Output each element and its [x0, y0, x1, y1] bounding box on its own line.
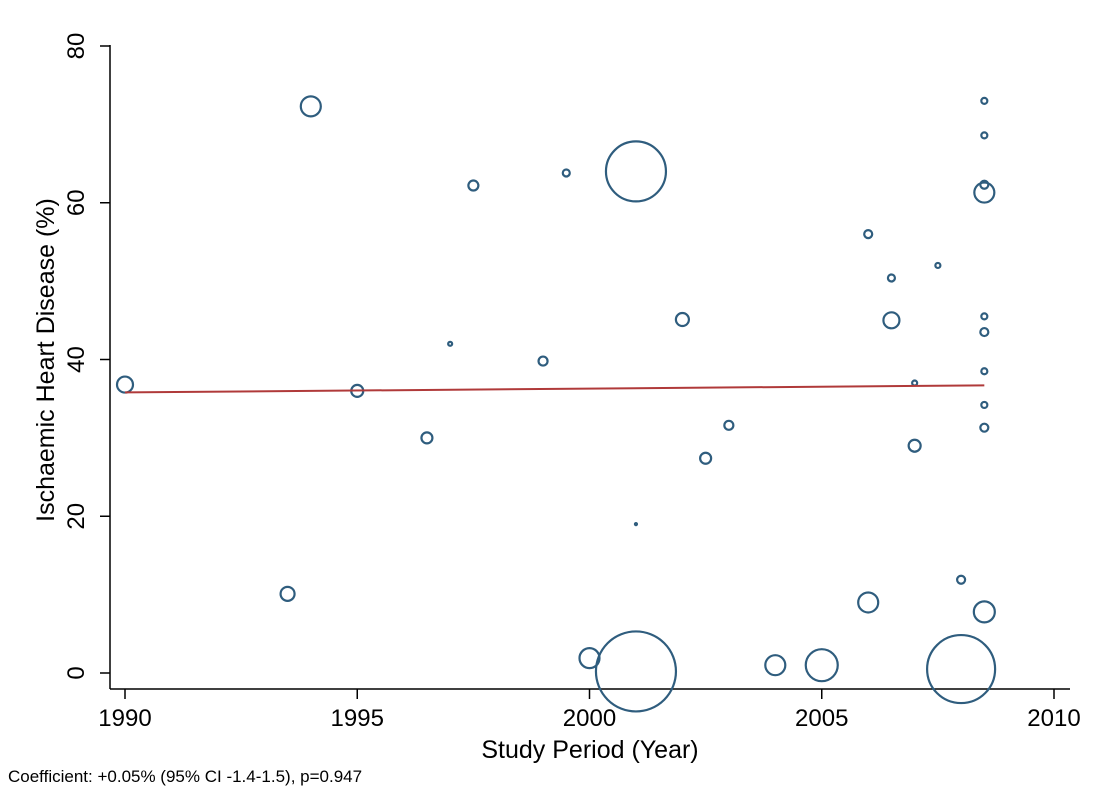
data-point — [972, 600, 996, 624]
data-point — [115, 375, 135, 394]
x-tick-label: 1990 — [98, 705, 151, 732]
y-tick-label: 80 — [63, 33, 90, 60]
data-point — [980, 400, 989, 410]
data-point — [863, 229, 874, 240]
data-point — [980, 312, 989, 321]
data-point — [886, 273, 897, 283]
y-tick-label: 60 — [63, 189, 90, 216]
data-point — [980, 367, 989, 376]
data-point — [979, 179, 990, 190]
data-point — [604, 140, 668, 203]
data-point — [279, 585, 296, 602]
data-point — [955, 574, 967, 585]
axes — [109, 45, 1070, 690]
data-point — [980, 96, 989, 105]
data-point — [633, 521, 639, 527]
data-point — [578, 647, 601, 670]
caption-coefficient: Coefficient: +0.05% (95% CI -1.4-1.5), p… — [8, 767, 362, 786]
x-tick-label: 2005 — [795, 705, 848, 732]
data-point — [674, 311, 691, 328]
data-point — [764, 654, 787, 677]
data-point — [467, 179, 480, 192]
fit-line — [124, 384, 985, 394]
data-point — [699, 451, 713, 465]
x-ticks: 1990 1995 2000 2005 2010 — [98, 689, 1081, 732]
data-point — [882, 311, 901, 330]
x-tick-label: 2000 — [563, 705, 616, 732]
data-point — [973, 181, 996, 204]
data-point — [723, 419, 735, 431]
y-ticks: 0 20 40 60 80 — [63, 33, 110, 680]
data-point — [804, 648, 839, 683]
data-point — [979, 326, 990, 338]
data-point — [980, 131, 989, 140]
data-point — [420, 431, 434, 445]
x-axis-title: Study Period (Year) — [481, 736, 698, 764]
y-tick-label: 20 — [63, 503, 90, 530]
data-markers — [115, 95, 997, 713]
data-point — [561, 168, 571, 178]
data-point — [299, 95, 322, 118]
x-tick-label: 2010 — [1027, 705, 1080, 732]
x-tick-label: 1995 — [331, 705, 384, 732]
data-point — [907, 438, 922, 453]
data-point — [925, 633, 997, 705]
data-point — [979, 422, 990, 433]
data-point — [857, 591, 880, 614]
data-point — [934, 261, 942, 270]
data-point — [911, 379, 919, 387]
y-tick-label: 0 — [63, 666, 90, 679]
y-axis-title: Ischaemic Heart Disease (%) — [32, 198, 60, 522]
data-point — [537, 355, 549, 367]
data-point — [594, 630, 678, 713]
y-tick-label: 40 — [63, 346, 90, 373]
data-point — [447, 340, 454, 347]
